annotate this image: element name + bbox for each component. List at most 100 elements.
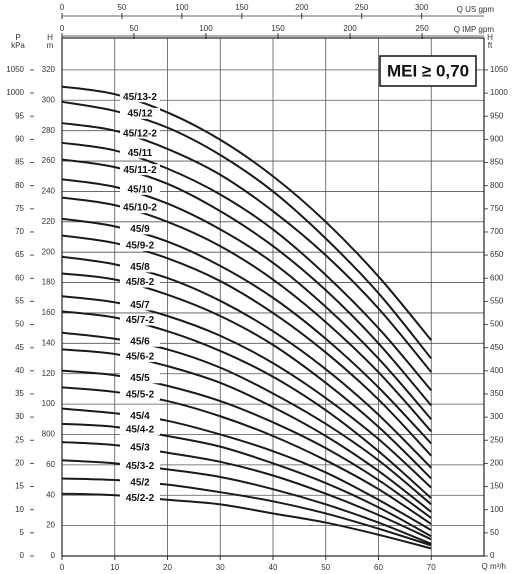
- pump-curve: [61, 407, 432, 532]
- curve-label: 45/7: [130, 300, 150, 311]
- curve-label: 45/6: [130, 336, 150, 347]
- label-bg: [120, 127, 160, 139]
- x-tick-label: 10: [110, 563, 119, 572]
- p-tick-label: 1000: [6, 88, 24, 97]
- x-tick-label: 30: [216, 563, 225, 572]
- label-bg: [120, 423, 160, 435]
- curve-label: 45/7-2: [126, 315, 155, 326]
- x-tick-label: 0: [60, 563, 65, 572]
- p-tick-label: 65: [15, 250, 24, 259]
- y-tick-label: 100: [42, 399, 56, 408]
- top-tick-label: 250: [415, 24, 429, 33]
- label-bg: [120, 223, 160, 235]
- y2-tick-label: 450: [490, 343, 504, 352]
- label-bg: [120, 183, 160, 195]
- label-bg: [120, 276, 160, 288]
- annotation-box: [379, 55, 477, 87]
- p-tick-label: 40: [15, 366, 24, 375]
- y2-tick-label: 500: [490, 320, 504, 329]
- label-bg: [120, 460, 160, 472]
- p-tick-label: 20: [15, 459, 24, 468]
- curve-label: 45/8-2: [126, 277, 155, 288]
- y2-tick-label: 200: [490, 459, 504, 468]
- curve-label: 45/10-2: [123, 203, 157, 214]
- label-bg: [120, 147, 160, 159]
- y-tick-label: 800: [42, 430, 56, 439]
- pump-curve: [61, 459, 432, 545]
- y-tick-label: 140: [42, 338, 56, 347]
- y2-tick-label: 0: [490, 551, 495, 560]
- y2-axis-unit: ft: [488, 41, 493, 50]
- label-bg: [120, 240, 160, 252]
- pump-curve: [61, 386, 432, 525]
- curve-label: 45/12-2: [123, 128, 157, 139]
- p-tick-label: 25: [15, 435, 24, 444]
- label-bg: [120, 314, 160, 326]
- top-tick-label: 250: [355, 3, 369, 12]
- pump-curve: [61, 178, 433, 420]
- pump-curve: [61, 141, 433, 392]
- curve-label: 45/2: [130, 478, 150, 489]
- pump-curve: [61, 492, 432, 550]
- p-axis-unit: kPa: [11, 41, 25, 50]
- curve-label: 45/13-2: [123, 92, 157, 103]
- label-bg: [120, 410, 160, 422]
- label-bg: [120, 477, 160, 489]
- curve-label: 45/4: [130, 411, 150, 422]
- top-tick-label: 0: [60, 24, 65, 33]
- pump-curve: [61, 234, 432, 457]
- pump-curve: [61, 441, 432, 541]
- top-tick-label: 0: [60, 3, 65, 12]
- y-tick-label: 40: [46, 490, 55, 499]
- p-tick-label: 1050: [6, 65, 24, 74]
- p-tick-label: 15: [15, 482, 24, 491]
- p-tick-label: 35: [15, 389, 24, 398]
- top-tick-label: 50: [130, 24, 139, 33]
- top-axis-title: Q US gpm: [457, 5, 495, 14]
- label-bg: [120, 107, 160, 119]
- y2-axis-title: H: [487, 33, 493, 42]
- curve-label: 45/5-2: [126, 390, 155, 401]
- y-tick-label: 60: [46, 460, 55, 469]
- top-tick-label: 150: [235, 3, 249, 12]
- top-tick-label: 100: [199, 24, 213, 33]
- curve-label: 45/4-2: [126, 425, 155, 436]
- p-tick-label: 85: [15, 158, 24, 167]
- p-tick-label: 0: [20, 551, 25, 560]
- curve-label: 45/8: [130, 262, 150, 273]
- top-tick-label: 100: [175, 3, 189, 12]
- x-tick-label: 40: [269, 563, 278, 572]
- label-bg: [120, 350, 160, 362]
- p-tick-label: 90: [15, 134, 24, 143]
- y-tick-label: 280: [42, 126, 56, 135]
- y-tick-label: 0: [51, 551, 56, 560]
- label-bg: [120, 299, 160, 311]
- p-tick-label: 95: [15, 111, 24, 120]
- label-bg: [120, 91, 160, 103]
- y2-tick-label: 400: [490, 366, 504, 375]
- p-tick-label: 50: [15, 320, 24, 329]
- y2-tick-label: 350: [490, 389, 504, 398]
- y2-tick-label: 700: [490, 227, 504, 236]
- pump-curve: [61, 100, 433, 360]
- y-axis-unit: m: [47, 41, 54, 50]
- label-bg: [120, 372, 160, 384]
- y2-tick-label: 300: [490, 412, 504, 421]
- curve-label: 45/3-2: [126, 461, 155, 472]
- curve-label: 45/12: [127, 109, 152, 120]
- y2-tick-label: 50: [490, 528, 499, 537]
- y-tick-label: 200: [42, 247, 56, 256]
- curve-label: 45/9: [130, 224, 150, 235]
- curve-label: 45/2-2: [126, 493, 155, 504]
- curve-label: 45/11: [128, 148, 153, 159]
- pump-curve: [61, 422, 432, 538]
- y2-tick-label: 650: [490, 250, 504, 259]
- y-tick-label: 20: [46, 521, 55, 530]
- y-tick-label: 260: [42, 156, 56, 165]
- y2-tick-label: 750: [490, 204, 504, 213]
- y2-tick-label: 250: [490, 435, 504, 444]
- y2-tick-label: 550: [490, 297, 504, 306]
- y2-tick-label: 150: [490, 482, 504, 491]
- pump-curve: [61, 122, 433, 373]
- y2-tick-label: 900: [490, 134, 504, 143]
